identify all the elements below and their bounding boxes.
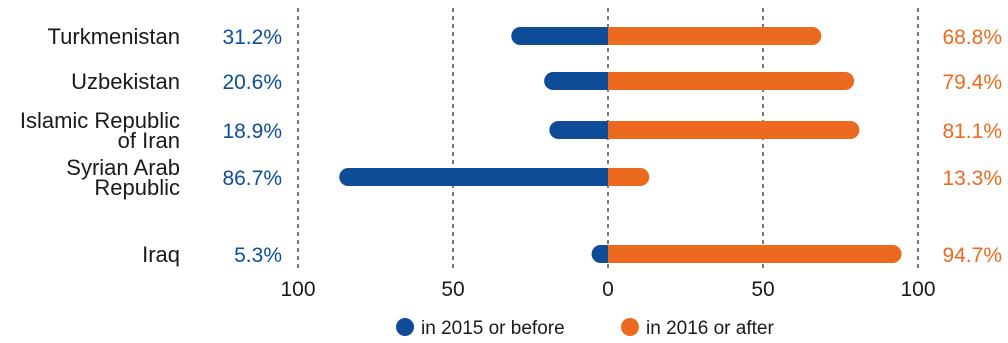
value-label-left: 5.3% xyxy=(234,244,282,267)
legend-label: in 2016 or after xyxy=(646,318,774,339)
category-label: Islamic Republic of Iran xyxy=(20,108,180,153)
category-label: Turkmenistan xyxy=(48,24,180,49)
value-label-left: 31.2% xyxy=(222,26,282,49)
value-label-right: 81.1% xyxy=(942,120,1002,143)
bars xyxy=(339,27,902,263)
legend-label: in 2015 or before xyxy=(421,318,565,339)
value-labels: 31.2% 68.8% 20.6% 79.4% 18.9% 81.1% 86.7% 13.3%… xyxy=(222,26,1002,267)
bar-join xyxy=(608,245,626,263)
bar-in-2016-or-after xyxy=(608,27,822,45)
value-label-left: 18.9% xyxy=(222,120,282,143)
bar-in-2015-or-before xyxy=(549,121,617,139)
value-label-right: 68.8% xyxy=(942,26,1002,49)
legend: in 2015 or before in 2016 or after xyxy=(396,318,774,339)
x-tick-label: 100 xyxy=(280,278,315,301)
bar-in-2016-or-after xyxy=(608,72,855,90)
value-label-right: 94.7% xyxy=(942,244,1002,267)
category-label: Syrian Arab Republic xyxy=(66,155,180,200)
x-tick-label: 100 xyxy=(900,278,935,301)
value-label-right: 79.4% xyxy=(942,71,1002,94)
x-axis-ticks: 100 50 0 50 100 xyxy=(280,278,935,301)
legend-swatch xyxy=(396,318,414,336)
category-label: Iraq xyxy=(142,242,180,267)
category-label: Uzbekistan xyxy=(71,69,180,94)
bar-in-2016-or-after xyxy=(608,245,902,263)
bar-join xyxy=(608,72,626,90)
bar-join xyxy=(608,121,626,139)
bar-in-2015-or-before xyxy=(544,72,617,90)
bar-in-2015-or-before xyxy=(511,27,617,45)
value-label-right: 13.3% xyxy=(942,167,1002,190)
value-label-left: 86.7% xyxy=(222,167,282,190)
bar-join xyxy=(608,27,626,45)
category-labels: Turkmenistan Uzbekistan Islamic Republic of… xyxy=(20,24,180,267)
x-tick-label: 50 xyxy=(751,278,774,301)
bar-in-2015-or-before xyxy=(339,168,617,186)
bar-in-2016-or-after xyxy=(608,121,860,139)
value-label-left: 20.6% xyxy=(222,71,282,94)
bar-join xyxy=(608,168,626,186)
x-tick-label: 50 xyxy=(441,278,464,301)
x-tick-label: 0 xyxy=(602,278,614,301)
legend-swatch xyxy=(621,318,639,336)
